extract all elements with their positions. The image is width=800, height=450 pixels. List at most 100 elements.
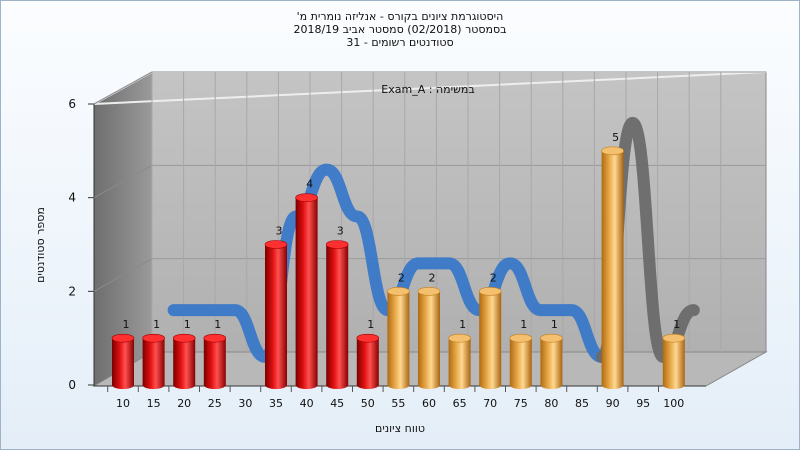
x-tick-label: 45 — [330, 397, 344, 410]
data-label: 1 — [459, 318, 466, 331]
x-tick-label: 60 — [422, 397, 436, 410]
x-tick-label: 70 — [483, 397, 497, 410]
y-tick-label: 2 — [68, 284, 76, 298]
bar — [111, 333, 135, 389]
bar-base — [479, 381, 502, 389]
bar-body — [173, 338, 196, 385]
bar — [295, 193, 318, 389]
bar — [264, 240, 288, 389]
x-axis-label: טווח ציונים — [375, 422, 425, 435]
grid-line — [93, 71, 153, 105]
bar-cap — [417, 287, 441, 296]
x-tick-label: 85 — [575, 397, 589, 410]
data-label: 1 — [184, 318, 191, 331]
bar-body — [509, 338, 532, 385]
bar-base — [509, 381, 532, 389]
bar — [601, 146, 624, 389]
data-label: 1 — [367, 318, 374, 331]
y-tick-label: 6 — [68, 97, 76, 111]
bar — [172, 333, 196, 389]
bar-cap — [448, 333, 471, 343]
y-tick-label: 4 — [68, 191, 76, 205]
bar — [662, 333, 686, 389]
x-tick-label: 50 — [361, 397, 375, 410]
bar — [509, 333, 533, 389]
bar-cap — [295, 193, 318, 202]
data-label: 1 — [214, 318, 221, 331]
x-tick-label: 80 — [544, 397, 558, 410]
x-tick-label: 75 — [514, 397, 528, 410]
x-tick-label: 65 — [453, 397, 467, 410]
bar — [356, 333, 380, 389]
bar-body — [662, 338, 685, 385]
bar-base — [173, 381, 196, 389]
bar-body — [418, 291, 440, 385]
bar-base — [142, 381, 165, 389]
bar-cap — [540, 333, 563, 343]
trend-ribbon-blue — [167, 163, 608, 364]
bar-base — [356, 381, 379, 389]
data-label: 1 — [551, 318, 558, 331]
bar-body — [356, 338, 379, 385]
bar — [478, 287, 502, 389]
bar-base — [265, 381, 287, 389]
bar-base — [662, 381, 685, 389]
data-label: 1 — [520, 318, 527, 331]
bar-body — [295, 197, 318, 385]
grid-line — [93, 258, 153, 292]
bar-body — [601, 150, 624, 385]
bar-cap — [601, 146, 624, 156]
bar-base — [387, 381, 410, 389]
bar — [325, 240, 349, 389]
data-label: 2 — [490, 271, 497, 284]
bar-base — [112, 381, 134, 389]
x-tick-label: 10 — [116, 397, 130, 410]
bar — [417, 287, 441, 389]
bar-body — [265, 244, 287, 385]
bar-cap — [662, 333, 686, 343]
x-tick-label: 15 — [147, 397, 161, 410]
bar-cap — [142, 333, 165, 343]
bar-base — [540, 381, 563, 389]
bar — [142, 333, 165, 389]
bar-cap — [478, 287, 502, 296]
data-label: 2 — [398, 271, 405, 284]
bar-cap — [509, 333, 533, 343]
x-tick-label: 30 — [238, 397, 252, 410]
y-tick-label: 0 — [68, 378, 76, 392]
data-label: 3 — [276, 225, 283, 238]
title-line-1: היסטוגרמת ציונים בקורס - אנליזה נומרית מ… — [296, 10, 504, 23]
data-label: 1 — [123, 318, 130, 331]
title-line-2: בסמסטר (02/2018) סמסטר אביב 2018/19 — [293, 23, 507, 36]
bar-cap — [325, 240, 349, 249]
bar — [203, 333, 227, 389]
data-label: 4 — [306, 178, 313, 191]
bar-cap — [203, 333, 227, 343]
x-tick-label: 90 — [606, 397, 620, 410]
bar-body — [479, 291, 502, 385]
x-tick-label: 55 — [391, 397, 405, 410]
x-tick-label: 95 — [636, 397, 650, 410]
bar — [387, 287, 410, 389]
data-label: 1 — [673, 318, 680, 331]
bar-base — [448, 381, 471, 389]
title-line-3: סטודנטים רשומים - 31 — [346, 36, 454, 49]
data-label: 2 — [429, 271, 436, 284]
y-axis-label: מספר סטודנטים — [34, 207, 47, 283]
data-label: 3 — [337, 225, 344, 238]
bar-cap — [111, 333, 135, 343]
chart-title: היסטוגרמת ציונים בקורס - אנליזה נומרית מ… — [0, 10, 800, 49]
bar-body — [448, 338, 471, 385]
x-tick-label: 20 — [177, 397, 191, 410]
x-tick-label: 25 — [208, 397, 222, 410]
grid-line — [93, 164, 153, 199]
bar-cap — [356, 333, 380, 343]
bar-cap — [387, 287, 410, 296]
bar-base — [418, 381, 440, 389]
bar-base — [203, 381, 226, 389]
chart-subtitle: במשימה : Exam_A — [381, 83, 474, 96]
bar-body — [387, 291, 410, 385]
x-tick-label: 100 — [663, 397, 684, 410]
data-label: 1 — [153, 318, 160, 331]
